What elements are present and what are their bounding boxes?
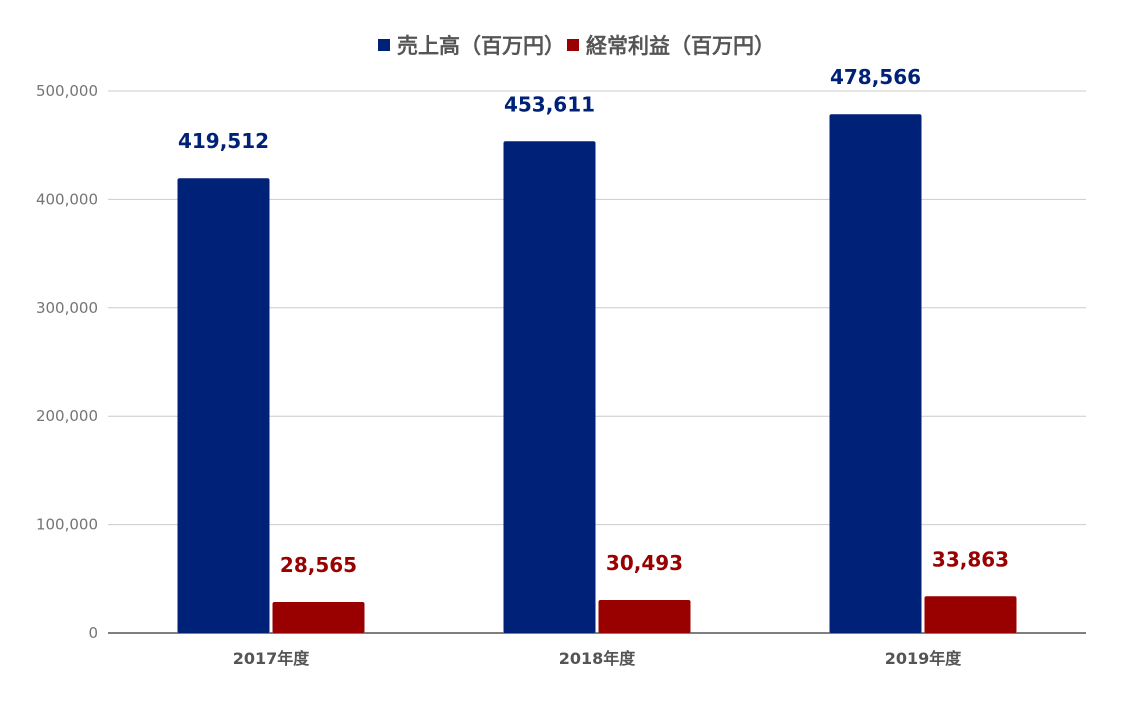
data-label-sales-3: 478,566	[830, 65, 921, 89]
bar-sales-3	[829, 114, 922, 634]
bars	[177, 114, 1017, 634]
y-tick-label: 400,000	[36, 190, 98, 208]
data-label-profit-3: 33,863	[932, 547, 1009, 571]
x-tick-label: 2019年度	[885, 649, 963, 668]
y-axis: 0 100,000 200,000 300,000 400,000 500,000	[36, 82, 98, 642]
bar-profit-2	[598, 599, 691, 633]
data-label-sales-1: 419,512	[178, 129, 269, 153]
y-tick-label: 0	[88, 624, 98, 642]
y-tick-label: 500,000	[36, 82, 98, 100]
data-label-profit-1: 28,565	[280, 553, 357, 577]
y-tick-label: 200,000	[36, 407, 98, 425]
legend-swatch-2	[567, 39, 579, 51]
bar-sales-1	[177, 178, 270, 633]
bar-profit-1	[272, 602, 365, 633]
x-axis: 2017年度 2018年度 2019年度	[233, 649, 963, 668]
x-tick-label: 2018年度	[559, 649, 637, 668]
data-labels: 419,512 28,565 453,611 30,493 478,566 33,863	[178, 65, 1009, 577]
legend-swatch-1	[378, 39, 390, 51]
legend-label-1: 売上高（百万円）	[397, 34, 565, 58]
legend: 売上高（百万円） 経常利益（百万円）	[378, 34, 775, 58]
bar-profit-3	[924, 596, 1017, 633]
legend-label-2: 経常利益（百万円）	[586, 34, 775, 58]
y-tick-label: 300,000	[36, 299, 98, 317]
grid-lines	[108, 90, 1086, 634]
data-label-profit-2: 30,493	[606, 551, 683, 575]
data-label-sales-2: 453,611	[504, 92, 595, 116]
bar-sales-2	[503, 141, 596, 633]
y-tick-label: 100,000	[36, 516, 98, 534]
x-tick-label: 2017年度	[233, 649, 311, 668]
